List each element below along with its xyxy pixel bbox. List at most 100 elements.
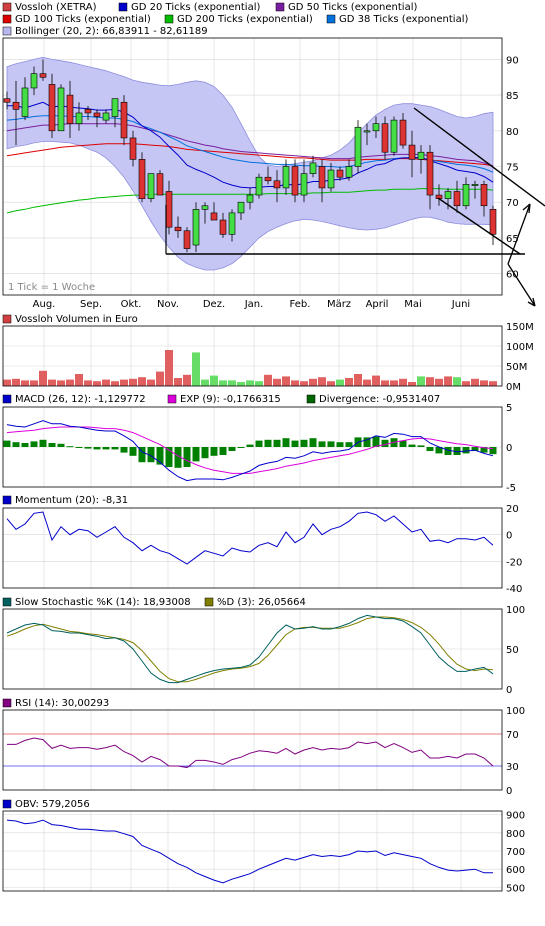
volume-bar [309,378,317,386]
volume-bar [138,377,146,386]
divergence-bar [21,443,29,447]
rsi-panel: RSI (14): 30,00293 100 70 30 0 [2,698,525,797]
candle-body [84,109,92,114]
candle [246,187,254,210]
y-tick-label: 75 [506,163,519,174]
divergence-bar [201,447,209,459]
obv-y-axis: 900 800 700 600 500 [506,811,525,895]
legend-swatch [2,597,12,607]
volume-bar [327,381,335,386]
rsi-line [7,737,494,769]
legend-label: OBV: 579,2056 [15,799,90,810]
volume-bar [102,379,110,386]
divergence-bar [489,447,497,455]
stochastic-y-axis: 100 50 0 [506,605,525,696]
stochastic-panel: Slow Stochastic %K (14): 18,93008 %D (3)… [2,597,525,696]
legend-label: RSI (14): 30,00293 [15,698,109,709]
stochastic-d-line [6,616,494,683]
legend-label: GD 20 Ticks (exponential) [131,2,260,13]
candle [147,173,155,203]
stochastic-lines [6,614,494,684]
candle [219,212,227,238]
month-label: Feb. [290,299,311,310]
obv-panel: OBV: 579,2056 900 800 700 600 500 [2,799,525,895]
candle-body [417,151,425,160]
volume-bar [282,376,290,386]
legend-swatch [2,799,12,809]
y-tick-label: 900 [506,811,525,822]
stochastic-frame [2,608,503,690]
volume-bar [120,379,128,386]
candle-body [309,162,317,174]
candle-body [165,191,173,228]
volume-bar [219,380,227,386]
candle [21,77,29,121]
legend-label: GD 50 Ticks (exponential) [288,2,417,13]
divergence-bar [282,438,290,447]
candle-body [147,173,155,199]
candle-body [192,209,200,246]
volume-bar [75,374,83,386]
candle [57,84,65,132]
macd-divergence-bars [3,436,497,468]
volume-bar [57,380,65,386]
divergence-bar [426,447,434,451]
y-tick-label: 5 [506,403,512,414]
volume-bars [3,350,497,386]
candle-body [111,98,119,117]
candle [291,159,299,203]
macd-panel: MACD (26, 12): -1,129772 EXP (9): -0,176… [2,394,516,494]
divergence-bar [327,441,335,447]
candle-body [264,176,272,182]
divergence-bar [471,447,479,451]
volume-bar [147,379,155,386]
candle [129,130,137,167]
candle [12,80,20,146]
y-tick-label: 30 [506,762,519,773]
candle [480,180,488,217]
volume-bar [84,380,92,386]
legend-label: Bollinger (20, 2): 66,83911 - 82,61189 [15,26,208,37]
candle-body [210,212,218,221]
y-tick-label: 50 [506,645,519,656]
divergence-bar [39,439,47,447]
divergence-bar [363,437,371,447]
legend-swatch [2,698,12,708]
volume-y-axis: 150M 100M 50M 0M [506,322,534,393]
volume-panel: Vossloh Volumen in Euro 150M 100M 50M 0M [2,314,534,393]
legend-label: Momentum (20): -8,31 [15,495,128,506]
candle [345,159,353,181]
candle [309,155,317,178]
y-tick-label: 150M [506,322,534,333]
y-tick-label: 0M [506,382,521,393]
candle-body [444,191,452,199]
candle-body [201,205,209,210]
candle-body [363,130,371,133]
divergence-bar [102,447,110,450]
divergence-bar [273,439,281,447]
wedge-upper-line [413,107,545,207]
wedge-lower-line [437,197,521,255]
y-tick-label: -5 [506,483,516,494]
volume-frame [2,325,503,387]
y-tick-label: 70 [506,198,519,209]
volume-bar [453,377,461,386]
candle-body [30,73,38,89]
candle-body [453,191,461,207]
month-label: Jan. [244,299,264,310]
price-frame [2,37,503,296]
volume-bar [12,378,20,386]
candle [75,102,83,131]
divergence-bar [174,447,182,468]
candle [282,159,290,196]
divergence-bar [219,447,227,455]
y-tick-label: 65 [506,234,519,245]
rsi-frame [2,709,503,791]
volume-bar [390,380,398,386]
month-label: Nov. [157,299,179,310]
divergence-bar [291,440,299,447]
y-tick-label: 80 [506,127,519,138]
legend-swatch [275,2,285,12]
volume-bar [291,380,299,386]
divergence-bar [57,443,65,447]
